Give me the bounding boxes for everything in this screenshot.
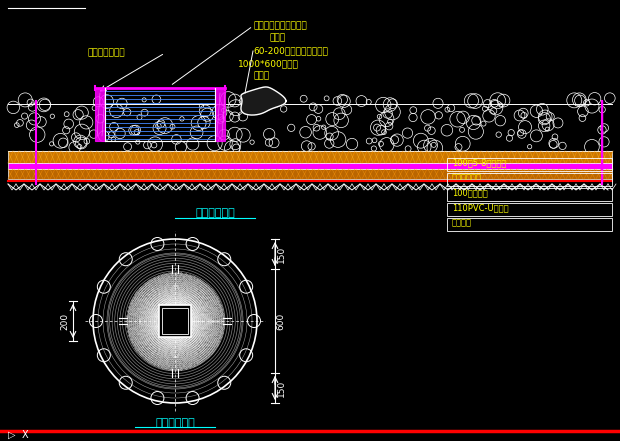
- Bar: [447, 158, 612, 171]
- Polygon shape: [241, 87, 286, 115]
- Text: ▷: ▷: [8, 430, 16, 440]
- Text: 1000*600护钎石: 1000*600护钎石: [238, 60, 299, 68]
- Text: 150: 150: [277, 245, 285, 263]
- Polygon shape: [95, 88, 105, 141]
- Bar: [162, 308, 188, 334]
- Text: 600: 600: [277, 312, 285, 329]
- Text: 金山石: 金山石: [253, 71, 269, 81]
- Bar: [8, 151, 612, 163]
- Polygon shape: [215, 88, 225, 141]
- Bar: [8, 163, 612, 169]
- Text: 光面（凿花纹）: 光面（凿花纹）: [88, 49, 126, 57]
- Text: 200: 200: [61, 312, 69, 329]
- Text: 150: 150: [277, 379, 285, 396]
- Text: X: X: [22, 430, 29, 440]
- Bar: [447, 188, 612, 201]
- Text: 洗手钒平面图: 洗手钒平面图: [155, 418, 195, 428]
- Text: 洗手钵（内外粒子面）: 洗手钵（内外粒子面）: [253, 22, 307, 30]
- Bar: [447, 203, 612, 216]
- Bar: [159, 305, 191, 337]
- Bar: [8, 169, 612, 179]
- Bar: [447, 218, 612, 231]
- Text: 金山石: 金山石: [270, 34, 286, 42]
- Text: 100厚5-8米粒砾石: 100厚5-8米粒砾石: [452, 158, 507, 168]
- Bar: [447, 173, 612, 186]
- Text: 枯山水示意图: 枯山水示意图: [195, 208, 235, 218]
- Text: 110PVC-U排水管: 110PVC-U排水管: [452, 203, 508, 213]
- Text: 无纺布隔离层: 无纺布隔离层: [452, 173, 482, 183]
- Text: 60-200卵石（大块适量）: 60-200卵石（大块适量）: [253, 46, 328, 56]
- Text: 100厚陶粒层: 100厚陶粒层: [452, 188, 488, 198]
- Text: 素土夯实: 素土夯实: [452, 218, 472, 228]
